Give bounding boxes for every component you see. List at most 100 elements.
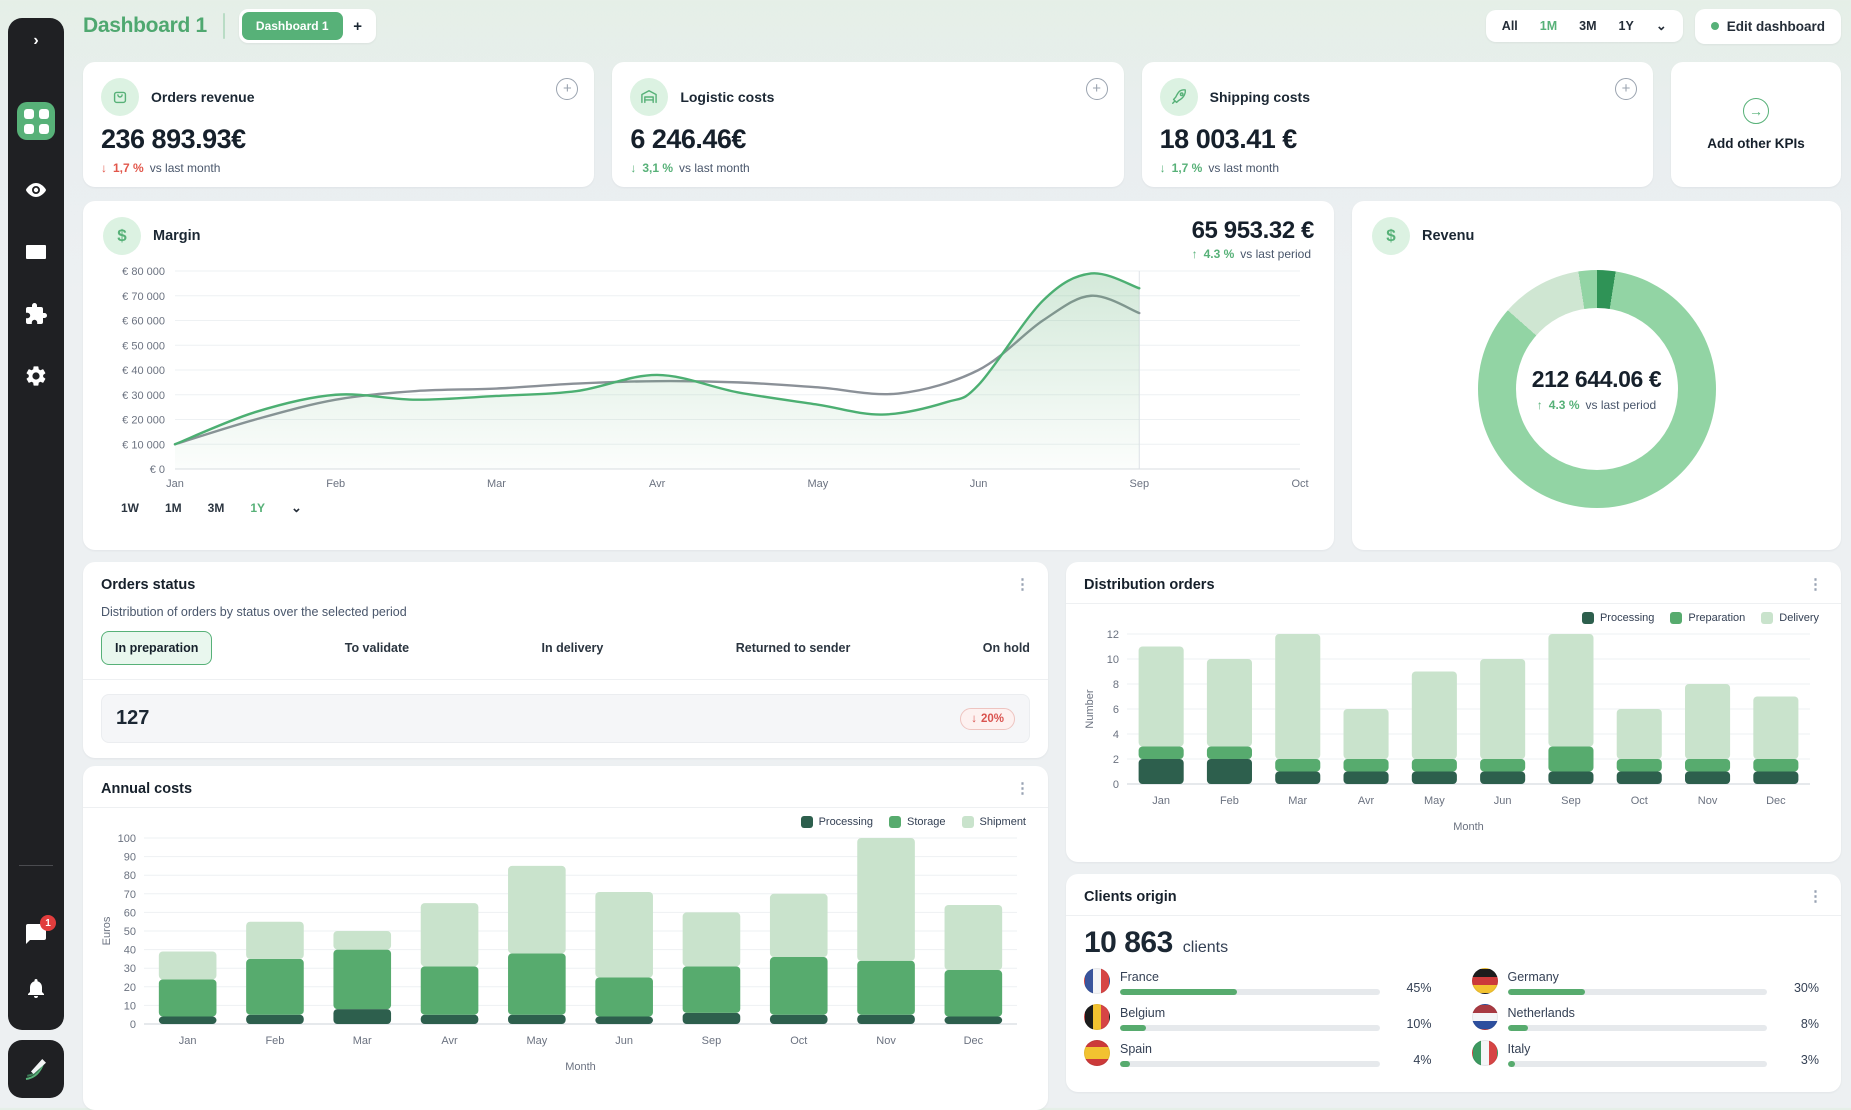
orders-count: 127 xyxy=(116,707,150,729)
status-tab-in-preparation[interactable]: In preparation xyxy=(101,631,213,665)
status-tab-returned[interactable]: Returned to sender xyxy=(735,641,851,655)
add-tab-button[interactable] xyxy=(343,12,373,40)
range-1y[interactable]: 1Y xyxy=(1618,19,1634,33)
svg-text:12: 12 xyxy=(1107,629,1119,641)
svg-text:Jun: Jun xyxy=(615,1035,633,1047)
margin-line-chart: € 80 000 € 70 000 € 60 000 € 50 000 € 40 000… xyxy=(103,263,1314,495)
svg-text:Feb: Feb xyxy=(1220,795,1239,807)
range-3m[interactable]: 3M xyxy=(1579,19,1597,33)
svg-text:Oct: Oct xyxy=(1631,795,1648,807)
bell-icon[interactable] xyxy=(24,976,48,1000)
orders-delta-badge: 20% xyxy=(960,707,1015,730)
range-all[interactable]: All xyxy=(1501,19,1518,33)
gear-icon[interactable] xyxy=(24,364,48,388)
svg-text:8: 8 xyxy=(1113,679,1119,691)
svg-text:May: May xyxy=(526,1035,547,1047)
svg-text:10: 10 xyxy=(1107,654,1119,666)
chat-icon[interactable]: 1 xyxy=(24,915,56,946)
annual-costs-legend: Processing Storage Shipment xyxy=(83,808,1048,828)
kebab-menu-icon[interactable] xyxy=(1808,890,1823,904)
svg-text:Month: Month xyxy=(565,1061,596,1073)
chevron-down-icon[interactable] xyxy=(1656,22,1667,30)
plus-circle-icon[interactable] xyxy=(1614,78,1637,100)
edit-dashboard-button[interactable]: Edit dashboard xyxy=(1694,8,1841,44)
svg-text:6: 6 xyxy=(1113,704,1119,716)
legend-item: Storage xyxy=(888,816,946,828)
svg-text:Oct: Oct xyxy=(1291,478,1308,490)
country-row-belgium: Belgium 10% xyxy=(1084,1004,1432,1031)
puzzle-icon[interactable] xyxy=(24,302,48,326)
app-logo[interactable] xyxy=(8,1040,64,1098)
svg-text:90: 90 xyxy=(124,852,136,864)
annual-costs-card: Annual costs Processing Storage Shipment 0… xyxy=(83,766,1048,1110)
topbar: Dashboard 1 Dashboard 1 All 1M 3M 1Y Edi… xyxy=(83,4,1841,48)
svg-text:Sep: Sep xyxy=(1561,795,1581,807)
svg-text:€ 10 000: € 10 000 xyxy=(122,439,165,451)
range-1m[interactable]: 1M xyxy=(1539,19,1558,33)
legend-item: Preparation xyxy=(1670,612,1745,624)
svg-text:0: 0 xyxy=(1113,779,1119,791)
logo-icon xyxy=(25,1059,46,1080)
down-arrow-icon xyxy=(101,161,107,175)
svg-text:€ 20 000: € 20 000 xyxy=(122,415,165,427)
sidebar-divider xyxy=(19,865,53,866)
progress-bar xyxy=(1120,1025,1380,1031)
netherlands-flag-icon xyxy=(1471,1004,1498,1030)
progress-bar xyxy=(1120,989,1380,995)
plus-circle-icon[interactable] xyxy=(1085,78,1108,100)
svg-text:30: 30 xyxy=(124,963,136,975)
svg-text:20: 20 xyxy=(124,982,136,994)
sidebar-item-dashboard[interactable] xyxy=(17,102,55,140)
kebab-menu-icon[interactable] xyxy=(1808,578,1823,592)
svg-text:Avr: Avr xyxy=(1358,795,1375,807)
add-other-kpis-button[interactable]: Add other KPIs xyxy=(1670,62,1841,187)
svg-text:Sep: Sep xyxy=(702,1035,722,1047)
distribution-orders-title: Distribution orders xyxy=(1084,577,1215,593)
kpi-card-logistic-costs: Logistic costs 6 246.46€ 3,1 % vs last m… xyxy=(612,62,1124,187)
spain-flag-icon xyxy=(1084,1040,1110,1066)
arrow-circle-icon xyxy=(1742,98,1769,124)
kpi-label: Logistic costs xyxy=(680,89,775,105)
expand-sidebar-chevron-icon[interactable]: › xyxy=(33,32,39,49)
time-filter-1m[interactable]: 1M xyxy=(165,501,182,515)
distribution-orders-card: Distribution orders Processing Preparatio… xyxy=(1066,562,1841,862)
list-icon[interactable] xyxy=(24,240,48,264)
margin-value: 65 953.32 € xyxy=(1191,217,1315,244)
time-filter-3m[interactable]: 3M xyxy=(207,501,225,515)
svg-text:€ 70 000: € 70 000 xyxy=(122,291,165,303)
tab-dashboard-1[interactable]: Dashboard 1 xyxy=(241,12,343,40)
status-tab-in-delivery[interactable]: In delivery xyxy=(541,641,604,655)
status-tab-to-validate[interactable]: To validate xyxy=(344,641,410,655)
svg-text:80: 80 xyxy=(124,870,136,882)
time-filter-1y[interactable]: 1Y xyxy=(250,501,266,515)
svg-text:Month: Month xyxy=(1453,821,1484,833)
svg-text:€ 80 000: € 80 000 xyxy=(122,266,165,278)
kebab-menu-icon[interactable] xyxy=(1015,782,1030,796)
chat-badge: 1 xyxy=(40,915,56,931)
svg-text:Mar: Mar xyxy=(487,478,506,490)
svg-text:Nov: Nov xyxy=(1698,795,1718,807)
svg-text:Euros: Euros xyxy=(101,916,113,945)
down-arrow-icon xyxy=(630,161,636,175)
svg-text:4: 4 xyxy=(1113,729,1119,741)
time-filter-1w[interactable]: 1W xyxy=(121,501,139,515)
progress-bar xyxy=(1507,989,1767,995)
down-arrow-icon xyxy=(1160,161,1166,175)
eye-icon[interactable] xyxy=(24,178,48,202)
kpi-value: 18 003.41 € xyxy=(1159,124,1298,154)
chevron-down-icon[interactable] xyxy=(291,504,302,512)
distribution-orders-bar-chart: 0 2 4 6 8 10 12 Jan Feb Mar Avr May Jun Sep Oct Nov Dec M… xyxy=(1081,624,1826,836)
kebab-menu-icon[interactable] xyxy=(1015,578,1030,592)
plus-circle-icon[interactable] xyxy=(556,78,579,100)
status-tab-on-hold[interactable]: On hold xyxy=(982,641,1030,655)
legend-item: Processing xyxy=(800,816,873,828)
kpi-card-orders-revenue: Orders revenue 236 893.93€ 1,7 % vs last… xyxy=(83,62,595,187)
kpi-value: 236 893.93€ xyxy=(101,124,246,154)
progress-bar xyxy=(1507,1061,1767,1067)
kpi-label: Shipping costs xyxy=(1209,89,1310,105)
sidebar: › 1 xyxy=(8,18,64,1030)
svg-text:10: 10 xyxy=(124,1000,136,1012)
revenu-title: Revenu xyxy=(1422,228,1475,244)
country-row-spain: Spain 4% xyxy=(1084,1040,1432,1067)
orders-status-subtitle: Distribution of orders by status over th… xyxy=(101,605,407,619)
